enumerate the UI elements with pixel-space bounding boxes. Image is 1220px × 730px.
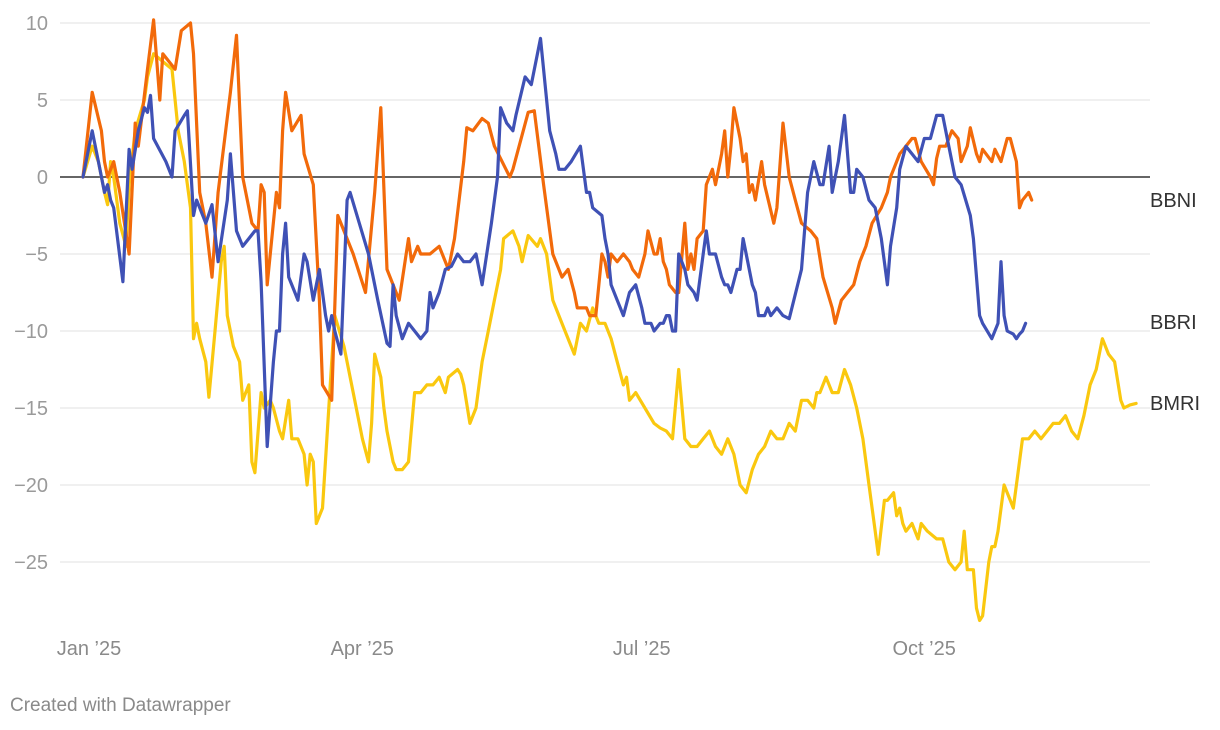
y-tick-label: 10 <box>26 13 48 35</box>
x-tick-label: Jul ’25 <box>613 638 671 660</box>
y-tick-label: −10 <box>14 321 48 343</box>
y-tick-label: −20 <box>14 475 48 497</box>
x-tick-label: Oct ’25 <box>892 638 955 660</box>
gridlines <box>60 23 1150 562</box>
y-tick-label: −5 <box>25 244 48 266</box>
x-tick-label: Jan ’25 <box>57 638 122 660</box>
series-lines <box>83 20 1136 621</box>
y-axis-ticks: 10 5 0 −5 −10 −15 −20 −25 <box>14 13 48 574</box>
line-chart: 10 5 0 −5 −10 −15 −20 −25 Jan ’25 Apr ’25 Jul ’25… <box>0 0 1220 730</box>
y-tick-label: −25 <box>14 552 48 574</box>
datawrapper-credit[interactable]: Created with Datawrapper <box>10 695 231 717</box>
series-label-bbni: BBNI <box>1150 190 1197 212</box>
x-tick-label: Apr ’25 <box>331 638 394 660</box>
series-label-bmri: BMRI <box>1150 393 1200 415</box>
x-axis-ticks: Jan ’25 Apr ’25 Jul ’25 Oct ’25 <box>57 638 956 660</box>
series-labels: BBNI BBRI BMRI <box>1150 190 1200 415</box>
y-tick-label: −15 <box>14 398 48 420</box>
y-tick-label: 5 <box>37 90 48 112</box>
series-label-bbri: BBRI <box>1150 312 1197 334</box>
y-tick-label: 0 <box>37 167 48 189</box>
